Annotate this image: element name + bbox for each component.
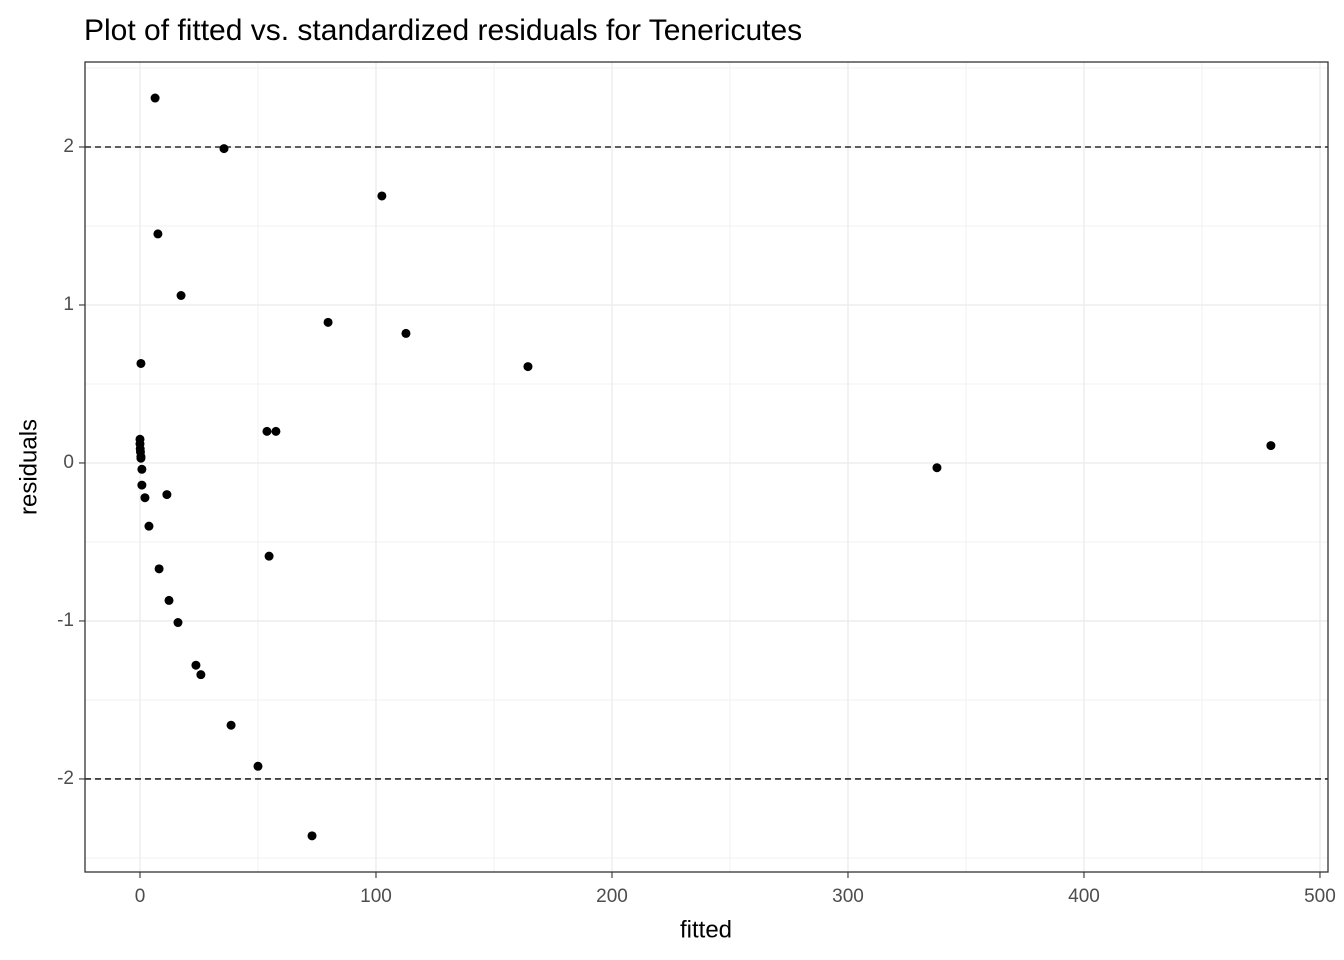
point <box>262 426 272 436</box>
point <box>253 761 263 771</box>
point <box>191 660 201 670</box>
point <box>377 191 387 201</box>
point <box>523 362 533 372</box>
point <box>154 564 164 574</box>
point <box>140 493 150 503</box>
point <box>164 595 174 605</box>
point <box>137 464 147 474</box>
x-tick-label: 300 <box>832 886 864 907</box>
y-axis-title: residuals <box>15 419 42 515</box>
point <box>137 480 147 490</box>
y-tick-label: 1 <box>63 294 74 315</box>
x-tick-label: 400 <box>1068 886 1100 907</box>
y-tick-label: 2 <box>63 136 74 157</box>
panel-border <box>84 61 1329 873</box>
point <box>150 93 160 103</box>
x-tick-label: 500 <box>1304 886 1336 907</box>
point <box>153 229 163 239</box>
x-tick-label: 0 <box>135 886 146 907</box>
point <box>173 618 183 628</box>
point <box>136 358 146 368</box>
point <box>271 426 281 436</box>
point <box>932 463 942 473</box>
point <box>162 490 172 500</box>
point <box>219 144 229 154</box>
chart-title: Plot of fitted vs. standardized residual… <box>84 14 802 47</box>
point <box>323 317 333 327</box>
y-tick-label: -2 <box>57 768 74 789</box>
point <box>136 453 146 463</box>
y-tick-label: -1 <box>57 610 74 631</box>
point <box>196 670 206 680</box>
point <box>144 521 154 531</box>
x-tick-label: 200 <box>596 886 628 907</box>
point <box>401 328 411 338</box>
point <box>176 291 186 301</box>
y-tick-label: 0 <box>63 452 74 473</box>
point <box>264 551 274 561</box>
point <box>307 831 317 841</box>
panel <box>85 62 1328 872</box>
point <box>1266 441 1276 451</box>
x-axis-title: fitted <box>680 916 732 943</box>
x-tick-label: 100 <box>360 886 392 907</box>
point <box>226 720 236 730</box>
